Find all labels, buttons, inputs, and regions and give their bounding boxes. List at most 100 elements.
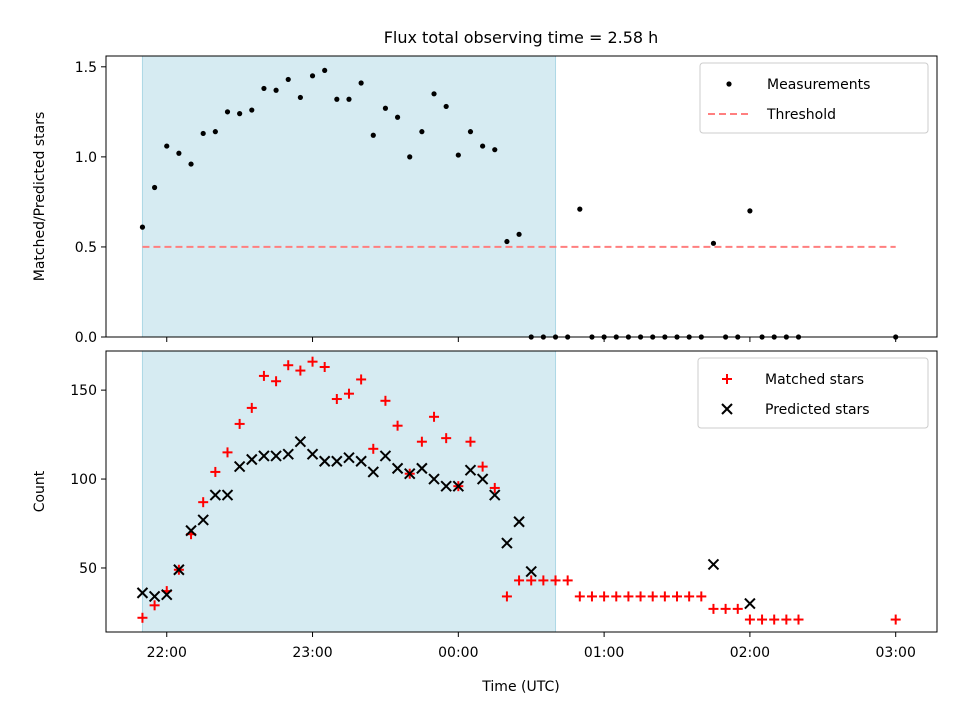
predicted-point — [161, 588, 173, 601]
measurement-point — [309, 73, 316, 79]
matched-point — [708, 603, 719, 614]
matched-point — [586, 591, 597, 602]
matched-point — [319, 362, 330, 373]
measurement-point — [358, 80, 364, 86]
x-tick-label: 03:00 — [876, 645, 916, 661]
predicted-point — [246, 453, 258, 466]
predicted-point — [270, 450, 282, 462]
matched-point — [356, 374, 367, 385]
matched-point — [538, 575, 549, 586]
matched-point — [380, 395, 391, 406]
x-tick-label: 00:00 — [438, 645, 478, 661]
matched-point — [757, 614, 768, 625]
y-tick-label: 0.5 — [75, 240, 97, 256]
measurement-point — [176, 150, 182, 156]
predicted-point — [367, 466, 379, 478]
measurement-point — [370, 132, 376, 138]
matched-point — [659, 591, 670, 602]
matched-point — [149, 600, 160, 611]
matched-point — [526, 575, 537, 586]
matched-point — [343, 388, 354, 399]
measurement-point — [504, 238, 510, 245]
legend-marker-measurements — [726, 81, 732, 87]
measurement-point — [151, 184, 158, 191]
predicted-point — [525, 565, 537, 578]
matched-point — [635, 591, 646, 602]
matched-point — [295, 365, 306, 376]
matched-point — [416, 436, 427, 447]
matched-point — [574, 591, 585, 602]
measurement-point — [334, 96, 340, 102]
legend: Measurements Threshold — [699, 62, 929, 134]
matched-point — [599, 591, 610, 602]
series-measurements — [139, 67, 899, 340]
legend-marker-predicted — [721, 403, 733, 415]
measurement-point — [224, 109, 231, 115]
y-axis-label: Count — [32, 470, 48, 512]
matched-point — [696, 591, 707, 602]
matched-point — [331, 394, 342, 405]
matched-point — [368, 443, 379, 454]
matched-point — [732, 603, 743, 614]
y-tick-label: 150 — [70, 383, 97, 399]
predicted-point — [404, 468, 416, 480]
matched-point — [392, 420, 403, 431]
measurement-point — [273, 87, 279, 93]
predicted-point — [233, 460, 246, 473]
legend-label: Matched stars — [765, 372, 864, 388]
matched-point — [283, 360, 294, 371]
matched-point — [198, 497, 209, 508]
x-tick-label: 01:00 — [584, 645, 624, 661]
matched-point — [550, 575, 561, 586]
matched-point — [611, 591, 622, 602]
predicted-point — [331, 455, 343, 467]
measurement-point — [139, 224, 146, 230]
matched-point — [210, 466, 221, 477]
matched-point — [514, 575, 525, 586]
measurement-point — [200, 130, 206, 137]
matched-point — [222, 447, 233, 458]
matched-point — [441, 433, 452, 444]
predicted-point — [282, 448, 294, 460]
matched-point — [477, 461, 488, 472]
predicted-point — [501, 537, 513, 549]
matched-point — [562, 575, 573, 586]
matched-point — [307, 356, 318, 367]
predicted-point — [452, 480, 465, 492]
series-matched-stars — [137, 356, 901, 625]
y-axis-label: Matched/Predicted stars — [32, 112, 48, 282]
shaded-interval — [141, 55, 557, 338]
x-tick-label: 02:00 — [730, 645, 770, 661]
predicted-point — [306, 448, 319, 460]
matched-point — [258, 370, 269, 381]
predicted-point — [489, 489, 501, 501]
predicted-point — [355, 455, 367, 467]
matched-point — [890, 614, 901, 625]
predicted-point — [148, 590, 161, 603]
matched-point — [672, 591, 683, 602]
matched-point — [744, 614, 755, 625]
predicted-point — [513, 516, 525, 528]
matched-point — [271, 376, 282, 387]
matched-point — [501, 591, 512, 602]
predicted-point — [294, 435, 307, 448]
measurement-point — [188, 161, 194, 167]
predicted-point — [258, 450, 270, 462]
axes-frame — [105, 55, 938, 338]
y-tick-label: 50 — [79, 561, 97, 577]
legend-label: Measurements — [767, 77, 870, 93]
predicted-point — [428, 473, 440, 485]
measurement-point — [419, 129, 425, 135]
measurement-point — [492, 147, 498, 153]
measurement-point — [443, 103, 449, 110]
measurement-point — [516, 231, 522, 237]
matched-point — [429, 411, 440, 422]
measurement-point — [261, 85, 267, 92]
axes-frame — [105, 350, 938, 633]
predicted-point — [197, 514, 209, 526]
legend-label: Threshold — [766, 107, 836, 123]
predicted-point — [185, 524, 197, 537]
matched-point — [137, 612, 148, 623]
measurement-point — [577, 206, 583, 212]
